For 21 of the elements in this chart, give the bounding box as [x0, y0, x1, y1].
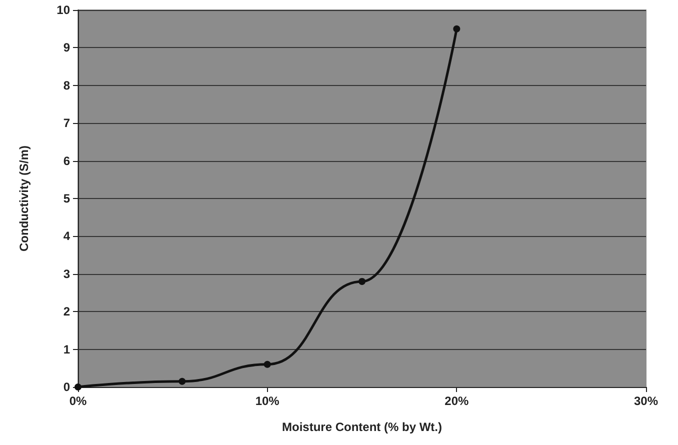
x-tick-label: 10%	[255, 394, 280, 408]
y-tick-label: 6	[63, 154, 70, 168]
y-tick-label: 7	[63, 116, 70, 130]
point	[178, 378, 186, 385]
point	[264, 360, 271, 368]
y-tick-label: 8	[63, 78, 70, 92]
x-tick-label: 0%	[69, 394, 87, 408]
point	[358, 278, 366, 285]
y-tick-label: 4	[63, 229, 70, 244]
y-tick-label: 5	[63, 192, 70, 206]
x-tick-label: 30%	[634, 394, 658, 408]
y-tick-label: 0	[63, 380, 70, 394]
point	[453, 25, 460, 32]
y-tick-label: 10	[56, 3, 70, 17]
y-tick-label: 3	[63, 266, 70, 281]
y-axis-title: Conductivity (S/m)	[17, 145, 31, 252]
x-tick-label: 20%	[444, 394, 469, 408]
y-tick-label: 2	[63, 304, 70, 319]
y-tick-label: 9	[63, 40, 70, 55]
x-axis-title: Moisture Content (% by Wt.)	[282, 420, 442, 434]
y-tick-label: 1	[63, 342, 70, 356]
